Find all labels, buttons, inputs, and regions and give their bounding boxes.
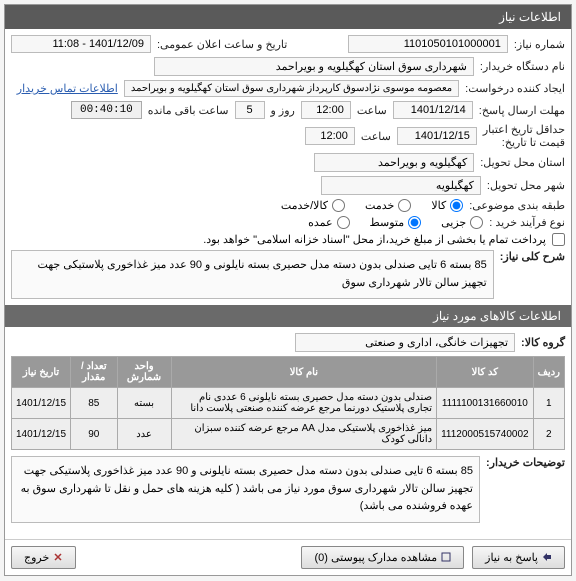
reply-icon — [542, 552, 552, 562]
proc-small-radio[interactable] — [470, 216, 483, 229]
proc-mid[interactable]: متوسط — [370, 216, 422, 229]
table-cell: 2 — [533, 419, 564, 450]
buyer-value: شهرداری سوق استان کهگیلویه و بویراحمد — [154, 57, 474, 76]
buyer-label: نام دستگاه خریدار: — [480, 60, 565, 73]
panel-title: اطلاعات نیاز — [5, 5, 571, 29]
view-docs-label: مشاهده مدارک پیوستی (0) — [314, 551, 437, 564]
announce-value: 1401/12/09 - 11:08 — [11, 35, 151, 53]
time-label-2: ساعت — [361, 130, 391, 143]
cat-both[interactable]: کالا/خدمت — [281, 199, 345, 212]
cat-both-label: کالا/خدمت — [281, 199, 328, 212]
announce-label: تاریخ و ساعت اعلان عمومی: — [157, 38, 287, 51]
time-label-1: ساعت — [357, 104, 387, 117]
cat-goods-label: کالا — [431, 199, 446, 212]
reply-button-label: پاسخ به نیاز — [485, 551, 538, 564]
cat-goods-radio[interactable] — [450, 199, 463, 212]
note-label: توضیحات خریدار: — [486, 456, 565, 469]
table-header-row: ردیف کد کالا نام کالا واحد شمارش تعداد /… — [12, 357, 565, 388]
th-qty: تعداد / مقدار — [71, 357, 117, 388]
buyer-note-box: 85 بسته 6 تایی صندلی بدون دسته مدل حصیری… — [11, 456, 480, 523]
table-cell: بسته — [117, 388, 171, 419]
table-cell: 1111100131660010 — [437, 388, 534, 419]
cat-service-label: خدمت — [365, 199, 394, 212]
days-value: 5 — [235, 101, 265, 119]
need-no-value: 1101050101000001 — [348, 35, 508, 53]
requester-value: معصومه موسوی نژادسوق کارپرداز شهرداری سو… — [124, 80, 459, 97]
exit-icon — [53, 552, 63, 562]
panel-body: شماره نیاز: 1101050101000001 تاریخ و ساع… — [5, 29, 571, 533]
treasury-checkbox[interactable] — [552, 233, 565, 246]
validity-time: 12:00 — [305, 127, 355, 145]
table-cell: 1 — [533, 388, 564, 419]
group-value: تجهیزات خانگی، اداری و صنعتی — [295, 333, 515, 352]
proc-large[interactable]: عمده — [308, 216, 349, 229]
province-value: کهگیلویه و بویراحمد — [314, 153, 474, 172]
table-cell: 85 — [71, 388, 117, 419]
table-row: 11111100131660010صندلی بدون دسته مدل حصی… — [12, 388, 565, 419]
need-no-label: شماره نیاز: — [514, 38, 565, 51]
cat-goods[interactable]: کالا — [431, 199, 463, 212]
validity-label: حداقل تاریخ اعتبار قیمت تا تاریخ: — [483, 123, 565, 149]
table-cell: 1401/12/15 — [12, 388, 71, 419]
cat-service[interactable]: خدمت — [365, 199, 411, 212]
proc-large-radio[interactable] — [337, 216, 350, 229]
reply-date: 1401/12/14 — [393, 101, 473, 119]
remaining-label: ساعت باقی مانده — [148, 104, 229, 117]
table-cell: 90 — [71, 419, 117, 450]
countdown-timer: 00:40:10 — [71, 101, 142, 119]
city-label: شهر محل تحویل: — [487, 179, 565, 192]
items-subheader: اطلاعات کالاهای مورد نیاز — [5, 305, 571, 327]
validity-label-1: حداقل تاریخ اعتبار — [483, 124, 565, 136]
table-cell: 1112000515740002 — [437, 419, 534, 450]
table-cell: صندلی بدون دسته مدل حصیری بسته نایلونی 6… — [171, 388, 436, 419]
exit-button-label: خروج — [24, 551, 49, 564]
proc-mid-label: متوسط — [370, 216, 405, 229]
proc-large-label: عمده — [308, 216, 332, 229]
validity-date: 1401/12/15 — [397, 127, 477, 145]
proc-mid-radio[interactable] — [408, 216, 421, 229]
city-value: کهگیلویه — [321, 176, 481, 195]
th-date: تاریخ نیاز — [12, 357, 71, 388]
reply-deadline-label: مهلت ارسال پاسخ: — [479, 104, 565, 117]
province-label: استان محل تحویل: — [480, 156, 565, 169]
proc-small-label: جزیی — [441, 216, 466, 229]
th-code: کد کالا — [437, 357, 534, 388]
group-label: گروه کالا: — [521, 336, 565, 349]
reply-time: 12:00 — [301, 101, 351, 119]
exit-button[interactable]: خروج — [11, 546, 76, 569]
table-cell: عدد — [117, 419, 171, 450]
category-label: طبقه بندی موضوعی: — [469, 199, 565, 212]
table-cell: میز غذاخوری پلاستیکی مدل AA مرجع عرضه کن… — [171, 419, 436, 450]
need-info-panel: اطلاعات نیاز شماره نیاز: 110105010100000… — [4, 4, 572, 576]
process-label: نوع فرآیند خرید : — [489, 216, 565, 229]
proc-small[interactable]: جزیی — [441, 216, 483, 229]
cat-service-radio[interactable] — [398, 199, 411, 212]
table-cell: 1401/12/15 — [12, 419, 71, 450]
view-docs-button[interactable]: مشاهده مدارک پیوستی (0) — [301, 546, 464, 569]
attachment-icon — [441, 552, 451, 562]
process-radios: جزیی متوسط عمده — [308, 216, 483, 229]
th-unit: واحد شمارش — [117, 357, 171, 388]
payment-line: پرداخت تمام یا بخشی از مبلغ خرید،از محل … — [203, 233, 546, 246]
table-row: 21112000515740002میز غذاخوری پلاستیکی مد… — [12, 419, 565, 450]
category-radios: کالا خدمت کالا/خدمت — [281, 199, 463, 212]
need-title-box: 85 بسته 6 تایی صندلی بدون دسته مدل حصیری… — [11, 250, 494, 299]
reply-button[interactable]: پاسخ به نیاز — [472, 546, 565, 569]
requester-label: ایجاد کننده درخواست: — [465, 82, 565, 95]
validity-label-2: قیمت تا تاریخ: — [502, 137, 565, 149]
contact-link[interactable]: اطلاعات تماس خریدار — [17, 82, 118, 95]
items-table: ردیف کد کالا نام کالا واحد شمارش تعداد /… — [11, 356, 565, 450]
title-label: شرح کلی نیاز: — [500, 250, 565, 263]
cat-both-radio[interactable] — [332, 199, 345, 212]
daytime-label: روز و — [271, 104, 295, 117]
th-idx: ردیف — [533, 357, 564, 388]
th-name: نام کالا — [171, 357, 436, 388]
